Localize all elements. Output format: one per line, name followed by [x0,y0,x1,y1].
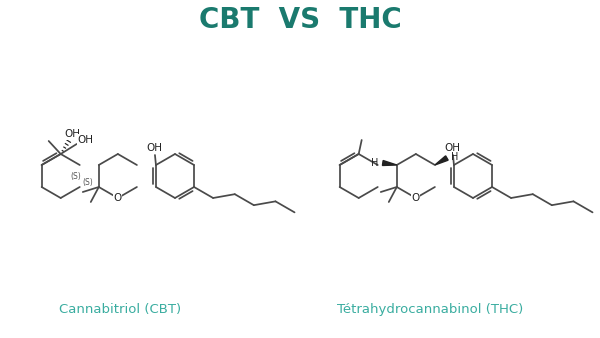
Text: OH: OH [146,143,162,153]
Text: OH: OH [65,129,80,139]
Text: O: O [412,193,420,203]
Text: H: H [451,152,458,162]
Text: H: H [371,158,379,168]
Text: CBT  VS  THC: CBT VS THC [199,6,401,34]
Text: OH: OH [444,143,460,153]
Text: Cannabitriol (CBT): Cannabitriol (CBT) [59,304,181,316]
Text: (S): (S) [82,178,93,187]
Text: OH: OH [77,135,94,145]
Polygon shape [382,161,397,166]
Text: O: O [114,193,122,203]
Polygon shape [435,156,448,165]
Text: Tétrahydrocannabinol (THC): Tétrahydrocannabinol (THC) [337,304,523,316]
Text: (S): (S) [70,172,81,181]
